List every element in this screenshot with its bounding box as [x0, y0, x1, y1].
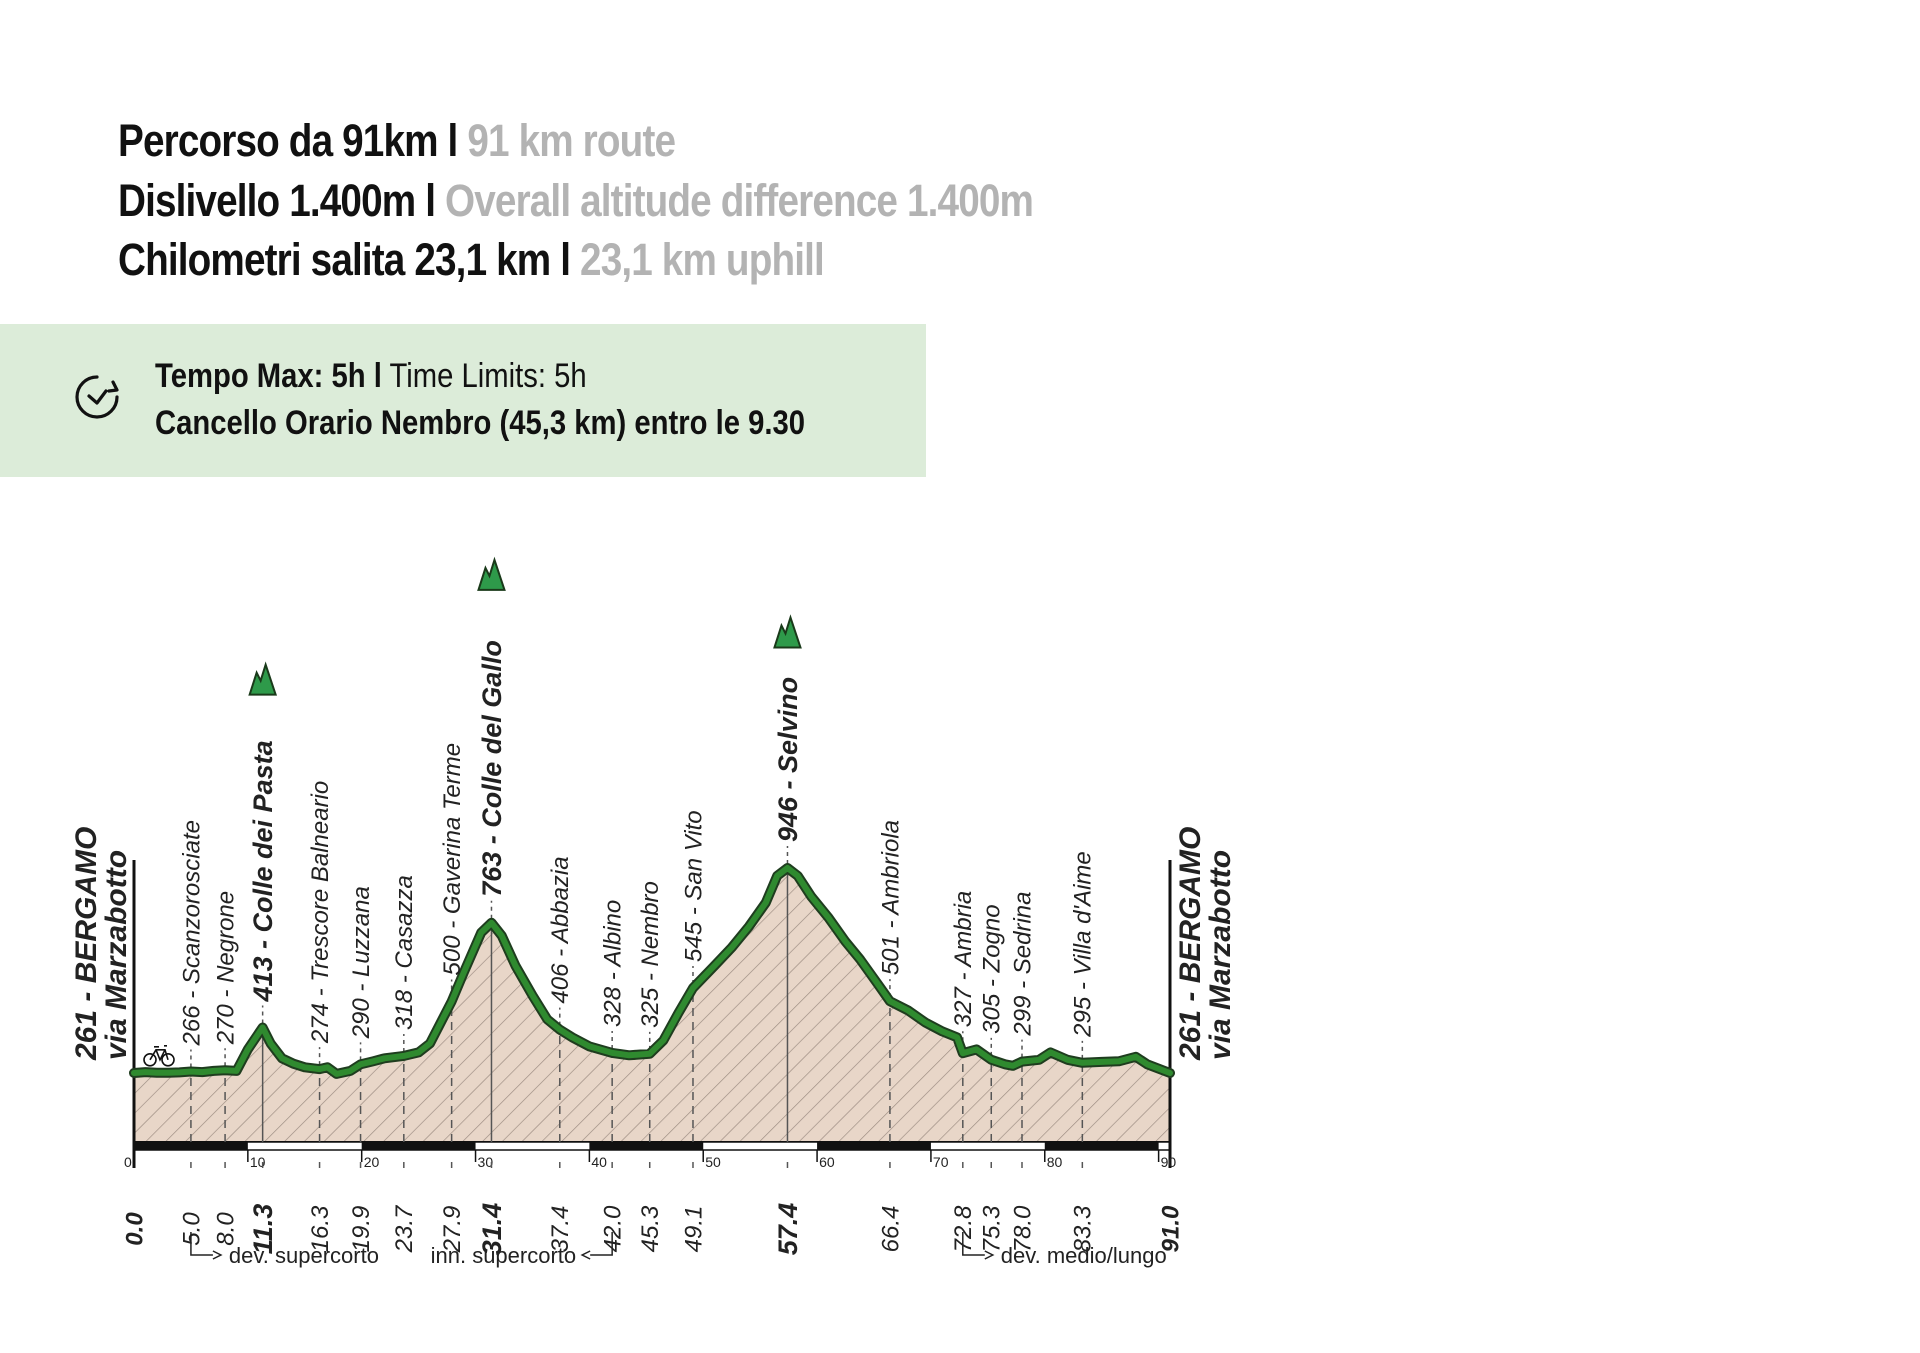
headline-altitude: Dislivello 1.400m l Overall altitude dif… [118, 175, 1034, 227]
waypoint-km-label: 37.4 [547, 1206, 574, 1253]
waypoint-km-label: 8.0 [212, 1212, 239, 1246]
waypoint-km-label: 5.0 [178, 1212, 205, 1246]
waypoint-label: 500 - Gaverina Terme [439, 743, 466, 976]
waypoint-km-label: 45.3 [637, 1205, 664, 1252]
waypoint-km-label: 91.0 [1157, 1205, 1184, 1252]
waypoint-label: 305 - Zogno [979, 904, 1006, 1033]
waypoint-km-label: 27.9 [439, 1206, 466, 1254]
waypoint-label: 299 - Sedrina [1009, 892, 1036, 1037]
checkpoint-text: Cancello Orario Nembro (45,3 km) entro l… [155, 404, 806, 442]
waypoint-km-label: 19.9 [348, 1206, 375, 1253]
altitude-it: Dislivello 1.400m l [118, 175, 436, 226]
clock-icon [75, 375, 119, 419]
waypoint-label: 325 - Nembro [637, 881, 664, 1028]
bicycle-wheel-front [161, 1053, 175, 1067]
bicycle-wheel-rear [143, 1053, 157, 1067]
peak-marker-icon [477, 556, 506, 591]
start-label-line1: 261 - BERGAMO [70, 827, 103, 1061]
time-limits-box [0, 324, 926, 477]
deviation-connector [590, 1232, 613, 1256]
finish-label-line2: via Marzabotto [1204, 850, 1237, 1060]
x-tick-label: 30 [478, 1154, 494, 1170]
deviation-label: dev. medio/lungo [1001, 1243, 1167, 1268]
waypoint-label: 290 - Luzzana [348, 886, 375, 1039]
x-tick-label: 40 [591, 1154, 607, 1170]
checkpoint-line: Cancello Orario Nembro (45,3 km) entro l… [155, 404, 805, 443]
deviation-connector [962, 1232, 985, 1256]
waypoint-label: 318 - Casazza [391, 875, 418, 1030]
waypoint-label: 406 - Abbazia [547, 856, 574, 1003]
x-tick-label: 70 [933, 1154, 949, 1170]
waypoint-km-label: 49.1 [680, 1206, 707, 1253]
deviation-label: inn. supercorto [431, 1243, 577, 1268]
waypoint-km-label: 42.0 [600, 1205, 627, 1252]
scale-bar-segment [1044, 1142, 1159, 1150]
route-it: Percorso da 91km l [118, 115, 458, 166]
deviation-arrow [984, 1250, 995, 1260]
waypoint-km-label: 72.8 [950, 1205, 977, 1252]
scale-bar-segment [361, 1142, 476, 1150]
x-tick-label: 0 [124, 1154, 132, 1170]
start-label-line2: via Marzabotto [100, 850, 133, 1060]
waypoint-km-label: 11.3 [248, 1204, 278, 1255]
x-tick-label: 80 [1047, 1154, 1063, 1170]
x-tick-label: 20 [364, 1154, 380, 1170]
scale-bar-segment [589, 1142, 704, 1150]
scale-bar-segment [817, 1142, 931, 1150]
waypoint-label: 946 - Selvino [773, 677, 803, 842]
elevation-line [131, 865, 1173, 1077]
waypoint-km-label: 0.0 [121, 1212, 148, 1246]
waypoint-label: 270 - Negrone [212, 891, 239, 1045]
deviation-arrow [212, 1250, 223, 1260]
waypoint-label: 501 - Ambriola [877, 820, 904, 975]
deviation-arrow [580, 1250, 591, 1260]
peak-marker-icon [248, 661, 278, 696]
time-limit-line: Tempo Max: 5h l Time Limits: 5h [155, 357, 587, 396]
x-tick-label: 10 [250, 1154, 266, 1170]
route-en: 91 km route [467, 115, 676, 166]
deviation-connector [190, 1232, 213, 1256]
x-tick-label: 90 [1161, 1154, 1177, 1170]
bicycle-frame [149, 1045, 169, 1062]
waypoint-label: 274 - Trescore Balneario [307, 781, 334, 1044]
waypoint-km-label: 83.3 [1070, 1205, 1097, 1252]
uphill-it: Chilometri salita 23,1 km l [118, 234, 571, 285]
peak-marker-icon [773, 614, 802, 649]
waypoint-label: 328 - Albino [600, 900, 627, 1027]
waypoint-label: 413 - Colle dei Pasta [248, 740, 278, 1002]
deviation-label: dev. supercorto [229, 1243, 379, 1268]
waypoint-km-label: 57.4 [773, 1203, 803, 1256]
finish-label-line1: 261 - BERGAMO [1174, 827, 1207, 1061]
waypoint-km-label: 66.4 [877, 1206, 904, 1253]
scale-bar-segment [134, 1142, 248, 1150]
waypoint-km-label: 75.3 [979, 1205, 1006, 1252]
waypoint-km-label: 78.0 [1009, 1205, 1036, 1252]
headline-route: Percorso da 91km l 91 km route [118, 115, 676, 167]
waypoint-label: 763 - Colle del Gallo [477, 640, 507, 897]
headline-uphill: Chilometri salita 23,1 km l 23,1 km uphi… [118, 234, 825, 286]
waypoint-km-label: 23.7 [391, 1204, 418, 1253]
waypoint-label: 545 - San Vito [680, 810, 707, 962]
bicycle-icon [143, 1045, 175, 1067]
waypoint-label: 327 - Ambria [950, 891, 977, 1028]
elevation-area [134, 868, 1170, 1142]
x-tick-label: 60 [819, 1154, 835, 1170]
altitude-en: Overall altitude difference 1.400m [445, 175, 1034, 226]
time-limit-it: Tempo Max: 5h l [155, 357, 382, 395]
uphill-en: 23,1 km uphill [580, 234, 825, 285]
waypoint-label: 295 - Villa d'Aime [1070, 851, 1097, 1038]
waypoint-km-label: 31.4 [477, 1203, 507, 1256]
waypoint-label: 266 - Scanzorosciate [178, 820, 205, 1046]
waypoint-km-label: 16.3 [307, 1205, 334, 1252]
x-tick-label: 50 [705, 1154, 721, 1170]
time-limit-en: Time Limits: 5h [389, 357, 587, 395]
